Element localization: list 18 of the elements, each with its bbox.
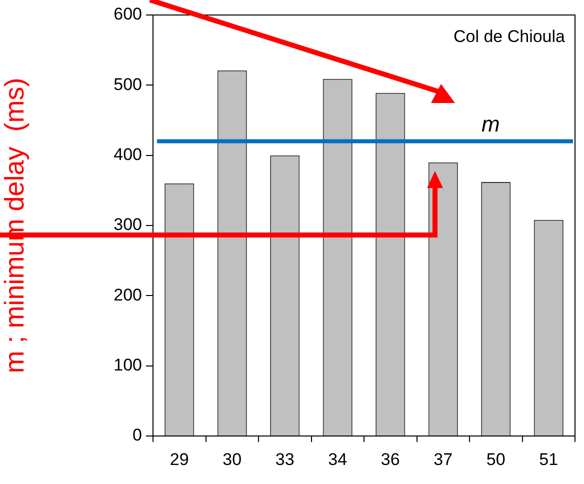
y-tick-label: 300 (114, 215, 142, 234)
x-tick-label: 50 (486, 450, 506, 469)
ref-line-label: m (481, 111, 500, 136)
y-tick-label: 500 (114, 74, 142, 94)
y-tick-label: 200 (114, 285, 142, 304)
x-tick-label: 29 (170, 450, 189, 469)
x-tick-label: 34 (328, 450, 348, 469)
x-tick-label: 30 (222, 450, 242, 469)
x-tick-label: 33 (275, 450, 294, 469)
y-tick-label: 600 (114, 4, 142, 24)
x-tick-label: 51 (539, 450, 558, 469)
y-tick-label: 0 (132, 426, 142, 445)
y-tick-label: 400 (114, 145, 142, 164)
annotation: Col de Chioula (453, 27, 566, 46)
y-tick-label: 100 (114, 356, 142, 375)
y-axis-title: m ; minimum delay (ms) (0, 78, 30, 374)
x-tick-label: 37 (434, 450, 453, 469)
x-tick-label: 36 (380, 450, 400, 469)
